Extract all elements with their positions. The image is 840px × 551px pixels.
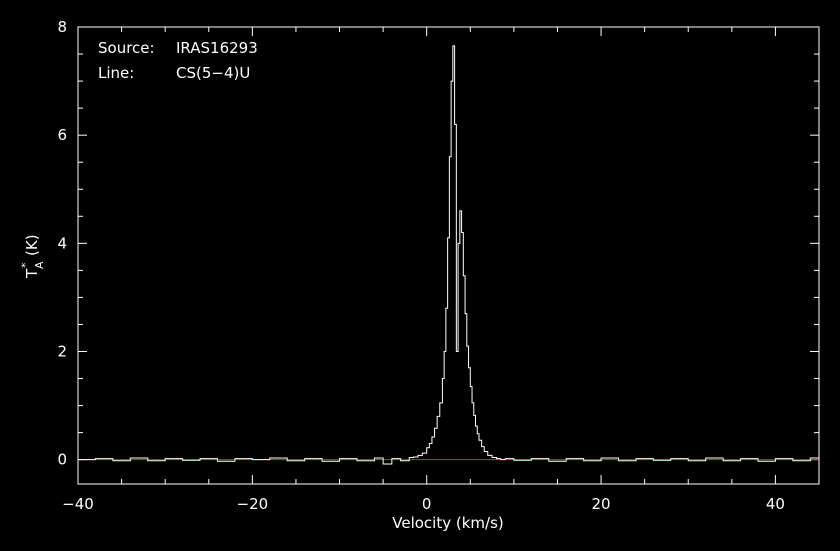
y-axis-label-subscript: A — [33, 261, 46, 269]
y-tick-label: 8 — [57, 18, 67, 36]
y-tick-labels: 0 2 4 6 8 — [57, 18, 67, 469]
y-axis-label-symbol: T — [23, 268, 41, 279]
line-key: Line: — [98, 64, 134, 82]
x-tick-label: −20 — [237, 495, 269, 513]
y-tick-label: 4 — [57, 234, 67, 252]
x-tick-labels: −40 −20 0 20 40 — [62, 495, 785, 513]
x-tick-label: 0 — [422, 495, 432, 513]
source-value: IRAS16293 — [176, 39, 258, 57]
source-key: Source: — [98, 39, 155, 57]
y-tick-label: 6 — [57, 126, 67, 144]
plot-frame — [77, 26, 820, 485]
x-tick-label: 40 — [766, 495, 785, 513]
y-axis-label-unit: (K) — [23, 234, 41, 256]
y-axis-label-superscript: * — [19, 262, 32, 268]
y-axis-label: T * A (K) — [19, 234, 46, 279]
x-tick-label: −40 — [62, 495, 94, 513]
y-tick-label: 0 — [57, 451, 67, 469]
spectrum-line — [78, 45, 820, 465]
x-tick-label: 20 — [592, 495, 611, 513]
axis-ticks — [77, 26, 820, 484]
x-axis-label: Velocity (km/s) — [392, 514, 503, 532]
line-value: CS(5−4)U — [176, 64, 250, 82]
y-tick-label: 2 — [57, 342, 67, 360]
